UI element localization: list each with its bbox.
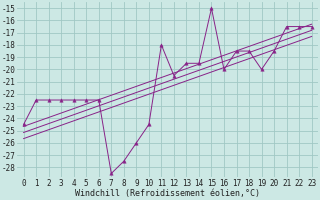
X-axis label: Windchill (Refroidissement éolien,°C): Windchill (Refroidissement éolien,°C) xyxy=(75,189,260,198)
